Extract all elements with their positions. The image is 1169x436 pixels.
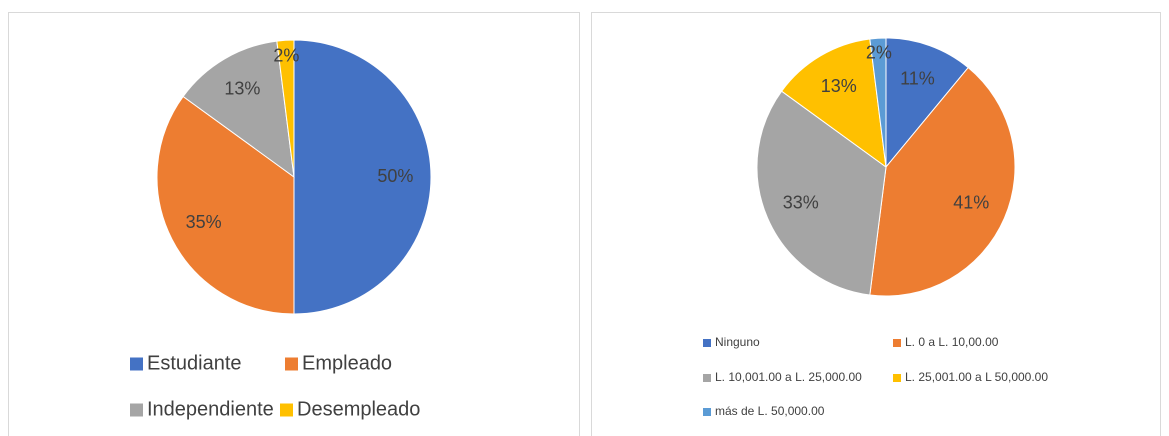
pie-slice [869, 66, 1016, 297]
data-label: 2% [866, 42, 892, 62]
legend-swatch [285, 357, 298, 371]
legend-swatch [893, 374, 901, 382]
pie-slice [156, 95, 295, 315]
legend-label: Desempleado [297, 398, 420, 420]
legend-swatch [703, 339, 711, 347]
pie-slice [869, 37, 887, 168]
legend-label: L. 25,001.00 a L 50,000.00 [905, 370, 1048, 384]
legend-swatch [703, 374, 711, 382]
pie-slice [182, 40, 295, 179]
data-label: 13% [821, 76, 857, 96]
legend-label: L. 10,001.00 a L. 25,000.00 [715, 370, 862, 384]
legend-label: Estudiante [147, 352, 242, 374]
legend-swatch [130, 357, 143, 371]
data-label: 50% [377, 166, 413, 186]
data-label: 41% [953, 193, 989, 213]
legend-label: L. 0 a L. 10,00.00 [905, 335, 999, 349]
legend-swatch [893, 339, 901, 347]
pie-slice [780, 38, 887, 169]
legend-label: Ninguno [715, 335, 760, 349]
legend-label: más de L. 50,000.00 [715, 404, 825, 418]
pie-slice [885, 37, 969, 169]
data-label: 35% [186, 212, 222, 232]
legend-label: Empleado [302, 352, 392, 374]
legend-swatch [703, 408, 711, 416]
legend-swatch [280, 403, 293, 417]
pie-slice [293, 39, 432, 315]
pie-slice [756, 90, 887, 296]
data-label: 11% [900, 68, 935, 88]
data-label: 2% [273, 45, 299, 65]
pie-slice [276, 39, 295, 178]
data-label: 33% [783, 193, 819, 213]
data-label: 13% [224, 78, 260, 98]
legend-swatch [130, 403, 143, 417]
legend-label: Independiente [147, 398, 274, 420]
